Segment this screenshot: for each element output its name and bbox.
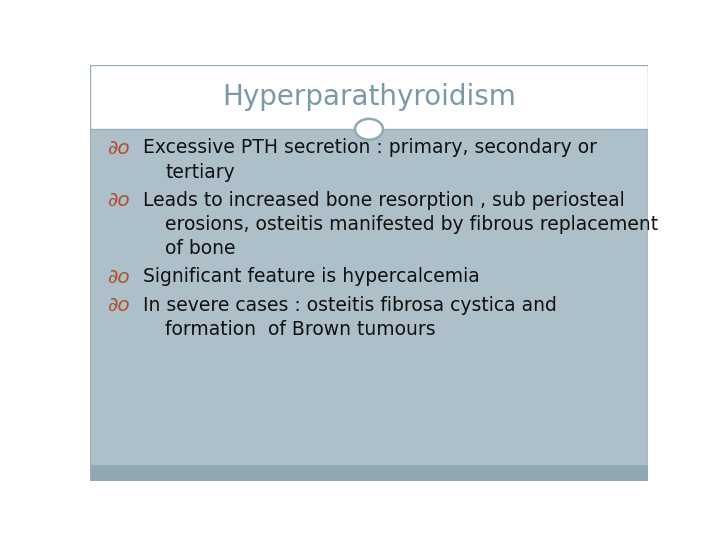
Text: of bone: of bone [166, 239, 236, 258]
Text: In severe cases : osteitis fibrosa cystica and: In severe cases : osteitis fibrosa cysti… [143, 295, 557, 315]
Text: tertiary: tertiary [166, 163, 235, 181]
Text: erosions, osteitis manifested by fibrous replacement: erosions, osteitis manifested by fibrous… [166, 215, 659, 234]
Text: Excessive PTH secretion : primary, secondary or: Excessive PTH secretion : primary, secon… [143, 138, 597, 158]
Text: ∂o: ∂o [107, 138, 130, 158]
Text: ∂o: ∂o [107, 191, 130, 210]
Text: Hyperparathyroidism: Hyperparathyroidism [222, 83, 516, 111]
Bar [90, 129, 648, 465]
Bar [90, 65, 648, 129]
Text: Significant feature is hypercalcemia: Significant feature is hypercalcemia [143, 267, 480, 286]
Text: ∂o: ∂o [107, 267, 130, 286]
Text: formation  of Brown tumours: formation of Brown tumours [166, 320, 436, 339]
Text: ∂o: ∂o [107, 295, 130, 315]
Circle shape [355, 119, 383, 140]
Bar [90, 465, 648, 481]
Text: Leads to increased bone resorption , sub periosteal: Leads to increased bone resorption , sub… [143, 191, 625, 210]
